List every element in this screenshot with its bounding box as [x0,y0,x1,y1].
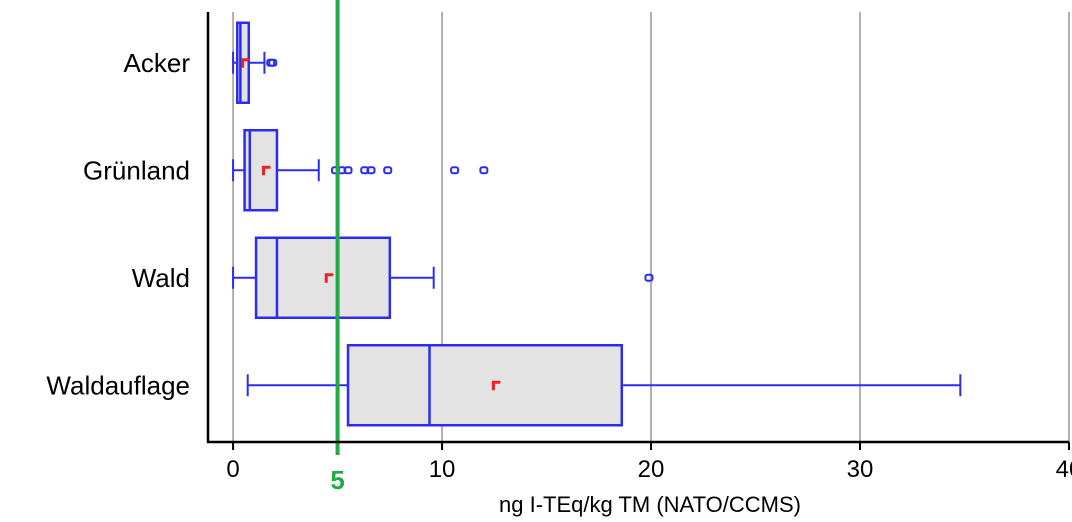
iqr-box-waldauflage [346,344,624,427]
outlier-point-gr-nland-6 [450,166,460,175]
category-label-wald: Wald [132,263,190,293]
x-tick-label-40: 40 [1056,456,1072,483]
mean-marker-waldauflage [491,380,501,391]
box-series [232,21,962,427]
mean-marker-gr-nland [262,165,271,176]
mean-marker-wald [324,273,334,283]
box-gr-nland [232,129,489,212]
x-axis-title: ng I-TEq/kg TM (NATO/CCMS) [499,492,801,517]
category-label-gr-nland: Grünland [83,155,190,185]
outlier-point-gr-nland-2 [343,166,353,175]
outlier-point-gr-nland-7 [479,166,489,175]
x-tick-label-0: 0 [226,456,239,483]
iqr-box-wald [254,236,392,319]
x-tick-label-20: 20 [638,456,665,483]
outlier-point-gr-nland-4 [366,166,376,175]
x-tick-label-30: 30 [847,456,874,483]
category-label-waldauflage: Waldauflage [46,370,190,400]
box-wald [232,236,654,319]
labels: Acker Grünland Wald Waldauflage 5 0 10 20 30 40 ng… [46,48,1072,517]
box-waldauflage [246,344,962,427]
outlier-point-wald-0 [644,273,654,282]
reference-line-label: 5 [330,465,344,495]
category-label-acker: Acker [124,48,191,78]
outlier-point-gr-nland-5 [383,166,393,175]
mean-marker-acker [241,58,250,68]
x-tick-label-10: 10 [429,456,456,483]
box-acker [232,21,278,104]
axes [206,12,1070,450]
outlier-point-acker-1 [268,58,278,67]
